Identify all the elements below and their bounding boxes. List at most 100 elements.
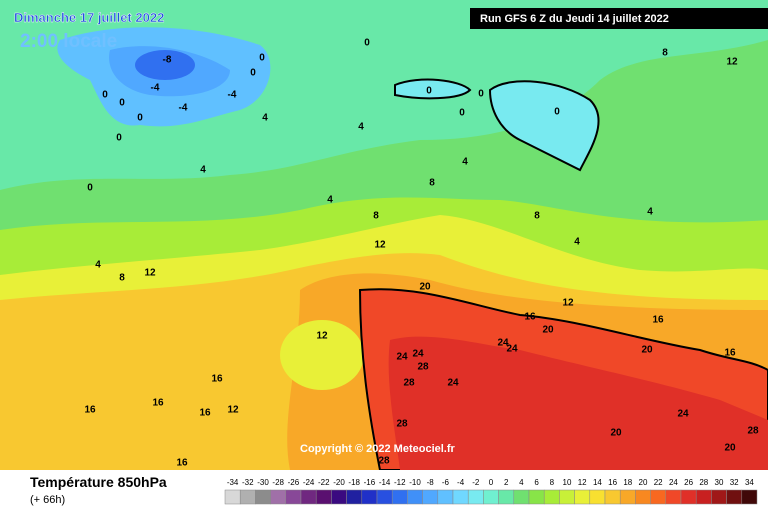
contour-label: 0 — [87, 183, 93, 194]
legend-tick: -6 — [442, 478, 450, 487]
legend-swatch — [589, 489, 606, 505]
contour-label: 0 — [426, 86, 432, 97]
contour-label: -4 — [151, 83, 160, 94]
legend-swatch — [300, 489, 317, 505]
legend-tick: 34 — [745, 478, 754, 487]
legend-swatch — [376, 489, 393, 505]
legend-swatch — [483, 489, 499, 505]
legend-swatch — [331, 489, 347, 505]
copyright: Copyright © 2022 Meteociel.fr — [300, 443, 456, 455]
contour-label: 4 — [95, 260, 101, 271]
legend-tick: -16 — [364, 478, 376, 487]
contour-label: 0 — [554, 107, 560, 118]
legend-tick: -2 — [472, 478, 480, 487]
legend-tick: 14 — [593, 478, 602, 487]
legend-tick: -22 — [318, 478, 330, 487]
legend-swatch — [255, 489, 271, 505]
contour-label: -4 — [179, 103, 188, 114]
legend-tick: 8 — [550, 478, 555, 487]
legend-tick: -26 — [288, 478, 300, 487]
legend-tick: -32 — [242, 478, 254, 487]
hotter-zone — [388, 336, 768, 470]
contour-label: 12 — [227, 405, 239, 416]
contour-label: 4 — [327, 195, 333, 206]
contour-label: 16 — [724, 348, 736, 359]
cool-pocket — [280, 320, 364, 390]
legend-tick: 6 — [534, 478, 539, 487]
legend-tick: 2 — [504, 478, 509, 487]
contour-label: 16 — [524, 312, 536, 323]
legend-swatch — [467, 489, 484, 505]
contour-label: 28 — [396, 419, 408, 430]
run-info: Run GFS 6 Z du Jeudi 14 juillet 2022 — [480, 13, 669, 25]
legend-tick: -4 — [457, 478, 465, 487]
footer-lead: (+ 66h) — [30, 494, 65, 506]
legend-swatch — [361, 489, 378, 505]
contour-label: 0 — [119, 98, 125, 109]
legend-swatch — [239, 489, 256, 505]
contour-label: -8 — [163, 55, 172, 66]
contour-label: 20 — [724, 443, 736, 454]
legend-swatch — [559, 489, 575, 505]
legend-swatch — [285, 489, 302, 505]
legend-swatch — [528, 489, 545, 505]
contour-label: 16 — [176, 458, 188, 469]
legend-tick: -12 — [394, 478, 406, 487]
contour-label: 4 — [262, 113, 268, 124]
legend-swatch — [407, 489, 423, 505]
contour-label: 28 — [417, 362, 429, 373]
contour-label: 24 — [677, 409, 689, 420]
contour-label: 8 — [119, 273, 125, 284]
legend-swatch — [270, 489, 287, 505]
legend-swatch — [695, 489, 712, 505]
contour-label: 0 — [102, 90, 108, 101]
contour-label: 0 — [259, 53, 265, 64]
cold-pool — [394, 78, 472, 100]
contour-label: 24 — [447, 378, 459, 389]
legend-swatch — [543, 489, 560, 505]
contour-label: 0 — [459, 108, 465, 119]
legend-swatch — [391, 489, 408, 505]
contour-label: 0 — [250, 68, 256, 79]
legend-tick: 0 — [489, 478, 494, 487]
contour-label: 4 — [462, 157, 468, 168]
legend-tick: -20 — [333, 478, 345, 487]
contour-label: 28 — [403, 378, 415, 389]
contour-label: 12 — [726, 57, 738, 68]
coldest-zone — [135, 50, 195, 80]
contour-label: 24 — [412, 349, 424, 360]
contour-label: 28 — [747, 426, 759, 437]
contour-label: 0 — [478, 89, 484, 100]
legend-swatch — [452, 489, 469, 505]
contour-label: 4 — [200, 165, 206, 176]
legend-tick: -10 — [409, 478, 421, 487]
legend-swatch — [665, 489, 682, 505]
legend-swatch — [619, 489, 636, 505]
contour-label: 16 — [211, 374, 223, 385]
contour-label: 28 — [378, 456, 390, 467]
local-time: 2:00 locale — [20, 31, 117, 52]
legend-tick: 26 — [684, 478, 693, 487]
legend-tick: 18 — [623, 478, 632, 487]
legend-tick: -14 — [379, 478, 391, 487]
contour-label: 8 — [662, 48, 668, 59]
legend-swatch — [635, 489, 651, 505]
contour-label: 4 — [358, 122, 364, 133]
legend-tick: -28 — [272, 478, 284, 487]
forecast-date: Dimanche 17 juillet 2022 — [14, 10, 164, 25]
contour-label: 24 — [396, 352, 408, 363]
cold-pool — [488, 80, 600, 172]
contour-label: 8 — [429, 178, 435, 189]
legend-swatch — [711, 489, 727, 505]
contour-label: 8 — [534, 211, 540, 222]
contour-label: 24 — [497, 338, 509, 349]
legend-swatch — [513, 489, 530, 505]
contour-label: 20 — [419, 282, 431, 293]
legend-swatch — [604, 489, 621, 505]
legend-tick: -8 — [427, 478, 435, 487]
legend-tick: 22 — [654, 478, 663, 487]
contour-label: 16 — [152, 398, 164, 409]
contour-label: 0 — [364, 38, 370, 49]
